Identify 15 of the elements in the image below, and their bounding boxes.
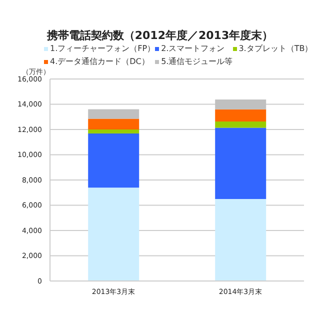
legend-label: 3.タブレット（TB）	[238, 43, 313, 54]
legend-label: 1.フィーチャーフォン（FP）	[50, 43, 156, 54]
bar	[215, 109, 266, 122]
bar	[88, 134, 140, 188]
legend-label: 2.スマートフォン	[161, 43, 225, 54]
legend-label: 5.通信モジュール等	[161, 56, 233, 67]
bar	[215, 122, 266, 128]
chart-title: 携帯電話契約数（2012年度／2013年度末）	[46, 28, 274, 43]
bar	[88, 118, 140, 130]
bar	[88, 188, 140, 281]
bar	[88, 109, 140, 119]
bar	[215, 198, 266, 281]
bar	[88, 130, 140, 134]
bar	[215, 128, 266, 199]
legend-label: 4.データ通信カード（DC）	[50, 56, 150, 67]
